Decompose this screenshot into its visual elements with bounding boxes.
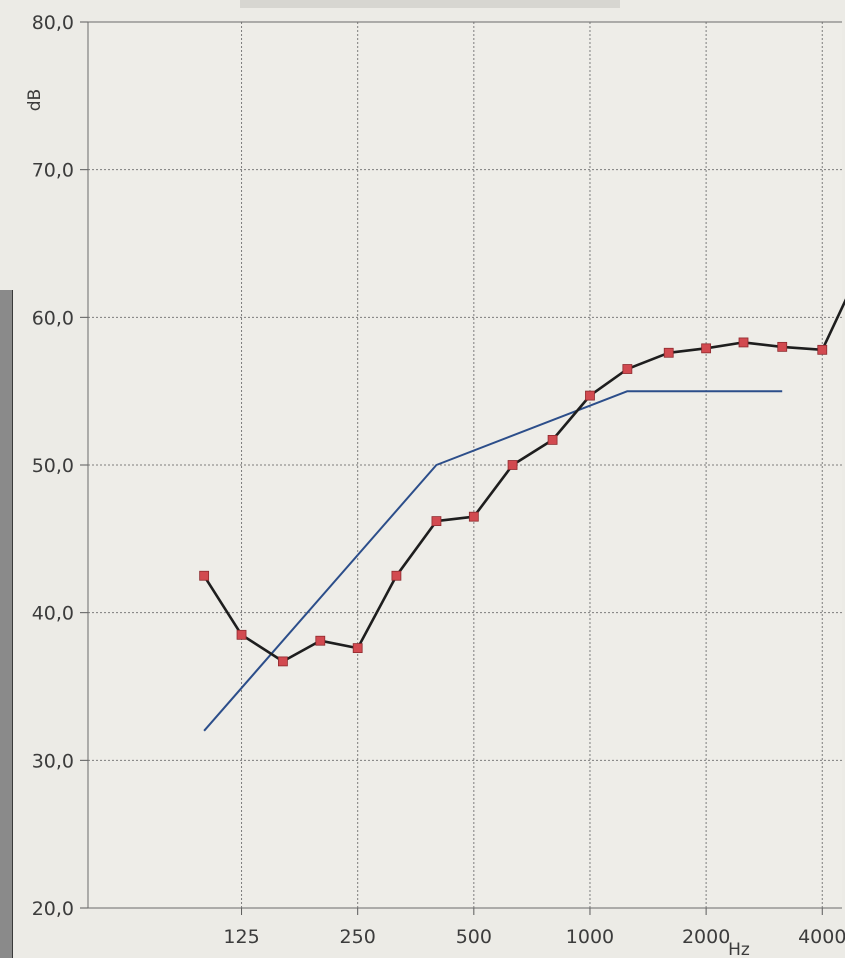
measured-data-point — [663, 347, 674, 358]
measured-data-point — [547, 434, 558, 445]
x-tick-label: 125 — [223, 926, 259, 948]
y-tick-label: 50,0 — [32, 455, 74, 477]
measured-data-point — [738, 337, 749, 348]
measured-data-point — [585, 390, 595, 401]
x-tick-label: 4000 — [798, 926, 845, 948]
measured-data-point — [777, 341, 788, 352]
measured-data-point — [507, 460, 518, 470]
y-tick-label: 20,0 — [32, 898, 74, 920]
measured-data-point — [622, 364, 633, 374]
left-edge-strip — [0, 290, 13, 958]
y-tick-label: 60,0 — [32, 307, 74, 329]
x-axis-label: Hz — [728, 940, 750, 958]
reference-curve-line — [203, 390, 783, 732]
measured-data-point — [468, 511, 479, 522]
y-tick-label: 30,0 — [32, 750, 74, 772]
y-tick-label: 80,0 — [32, 12, 74, 34]
measured-data-point — [817, 344, 828, 355]
measured-data-point — [315, 635, 326, 646]
x-tick-label: 250 — [340, 926, 376, 948]
measured-curve-line — [203, 298, 845, 663]
x-tick-label: 2000 — [682, 926, 730, 948]
chart-header-remnant — [240, 0, 620, 8]
measured-data-point — [701, 343, 712, 354]
y-tick-label: 40,0 — [32, 603, 74, 625]
measured-data-point — [352, 643, 363, 654]
x-tick-label: 1000 — [566, 926, 614, 948]
x-tick-label: 500 — [456, 926, 492, 948]
y-tick-label: 70,0 — [32, 160, 74, 182]
measured-data-point — [431, 516, 442, 527]
measured-data-point — [199, 570, 210, 581]
measured-data-point — [391, 570, 402, 581]
y-axis-label: dB — [25, 89, 45, 111]
measured-data-point — [278, 656, 288, 667]
measured-data-point — [236, 629, 247, 640]
